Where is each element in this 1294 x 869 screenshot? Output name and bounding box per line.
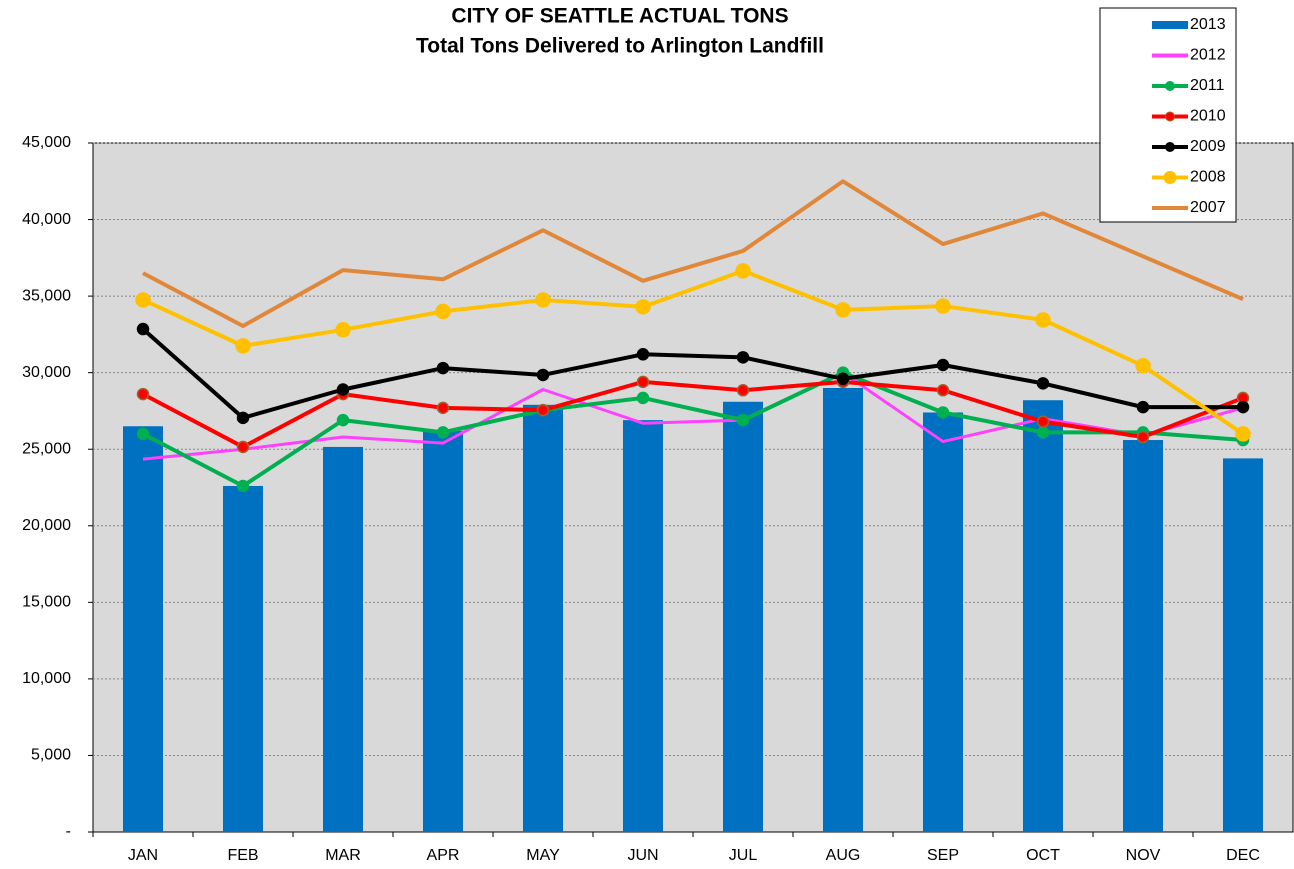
x-tick-label: AUG: [826, 847, 861, 864]
legend-marker: [1163, 171, 1177, 184]
marker: [836, 372, 850, 386]
marker: [1035, 312, 1051, 328]
marker: [235, 338, 251, 354]
marker: [1135, 358, 1151, 374]
marker: [236, 411, 250, 425]
bar: [823, 387, 863, 832]
marker: [1235, 426, 1251, 442]
legend-label: 2012: [1190, 47, 1226, 64]
x-tick-label: JAN: [128, 847, 158, 864]
marker: [236, 479, 250, 493]
marker: [135, 292, 151, 308]
bar: [323, 446, 363, 832]
y-tick-label: 5,000: [31, 747, 71, 764]
marker: [535, 292, 551, 308]
bar: [723, 401, 763, 832]
bar: [1223, 458, 1263, 832]
x-tick-label: MAY: [526, 847, 560, 864]
legend-marker: [1165, 81, 1175, 91]
marker: [736, 351, 750, 364]
legend-label: 2007: [1190, 199, 1226, 216]
marker: [936, 358, 950, 372]
marker: [236, 440, 250, 454]
marker: [336, 383, 350, 396]
chart-subtitle: Total Tons Delivered to Arlington Landfi…: [416, 35, 824, 58]
y-tick-label: 25,000: [22, 440, 71, 457]
bar: [223, 485, 263, 832]
marker: [735, 263, 751, 279]
x-tick-label: FEB: [227, 847, 258, 864]
x-tick-label: SEP: [927, 847, 959, 864]
line: [142, 268, 1245, 436]
marker: [1236, 400, 1250, 414]
y-tick-label: 30,000: [22, 364, 71, 381]
x-tick-label: APR: [427, 847, 460, 864]
marker: [335, 322, 351, 338]
bar: [623, 420, 663, 832]
marker: [1036, 426, 1050, 439]
marker: [136, 322, 150, 336]
x-tick-label: JUN: [627, 847, 658, 864]
marker: [936, 384, 950, 397]
x-tick-label: NOV: [1126, 847, 1161, 864]
legend-label: 2009: [1190, 138, 1226, 155]
legend-label: 2010: [1190, 108, 1226, 125]
bar: [923, 412, 963, 832]
x-tick-label: DEC: [1226, 847, 1260, 864]
marker: [636, 391, 650, 405]
line: [142, 379, 1244, 449]
marker: [635, 299, 651, 315]
y-tick-label: 10,000: [22, 670, 71, 687]
y-tick-label: 20,000: [22, 517, 71, 534]
legend-label: 2013: [1190, 16, 1226, 33]
bar: [523, 404, 563, 832]
line: [142, 371, 1244, 461]
marker: [136, 427, 150, 441]
marker: [936, 406, 950, 419]
marker: [536, 368, 550, 382]
plot-area: [92, 142, 1294, 833]
marker: [136, 387, 150, 401]
marker: [1136, 430, 1150, 444]
y-tick-label: -: [66, 823, 71, 840]
marker: [935, 298, 951, 314]
marker: [835, 302, 851, 318]
legend-label: 2008: [1190, 169, 1226, 186]
x-tick-label: OCT: [1026, 847, 1060, 864]
marker: [636, 375, 650, 389]
y-tick-label: 40,000: [22, 211, 71, 228]
marker: [636, 348, 650, 361]
y-tick-label: 15,000: [22, 594, 71, 611]
bar: [423, 430, 463, 832]
line: [141, 327, 1243, 420]
x-tick-label: MAR: [325, 847, 361, 864]
line: [142, 179, 1244, 328]
marker: [1136, 400, 1150, 414]
legend-marker: [1165, 142, 1175, 152]
marker: [436, 401, 450, 415]
y-tick-label: 45,000: [22, 134, 71, 151]
marker: [736, 384, 750, 397]
marker: [436, 361, 450, 375]
marker: [435, 303, 451, 320]
x-tick-label: JUL: [729, 847, 758, 864]
line: [142, 370, 1244, 488]
y-tick-label: 35,000: [22, 287, 71, 304]
chart-title: CITY OF SEATTLE ACTUAL TONS: [451, 5, 788, 28]
bar: [123, 426, 163, 832]
marker: [1036, 377, 1050, 390]
marker: [736, 413, 750, 427]
marker: [336, 413, 350, 427]
marker: [536, 403, 550, 417]
bar: [1123, 440, 1163, 832]
legend-swatch: [1152, 21, 1188, 29]
marker: [1036, 415, 1050, 428]
marker: [436, 426, 450, 439]
legend-label: 2011: [1190, 77, 1225, 94]
legend-marker: [1165, 111, 1175, 122]
bar: [1023, 400, 1063, 832]
